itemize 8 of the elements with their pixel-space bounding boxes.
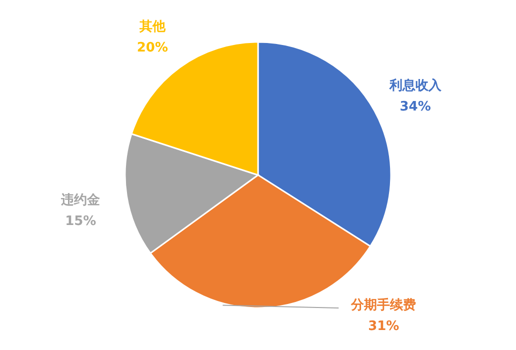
data-label: 20% — [136, 40, 168, 56]
data-label: 15% — [65, 214, 96, 230]
slice-label: 分期手续费 — [350, 297, 416, 313]
data-label: 34% — [400, 100, 431, 114]
slice-label: 其他 — [138, 20, 166, 35]
data-label: 31% — [368, 319, 400, 334]
slice-label: 违约金 — [60, 192, 102, 208]
slice-label: 利息收入 — [388, 78, 442, 94]
